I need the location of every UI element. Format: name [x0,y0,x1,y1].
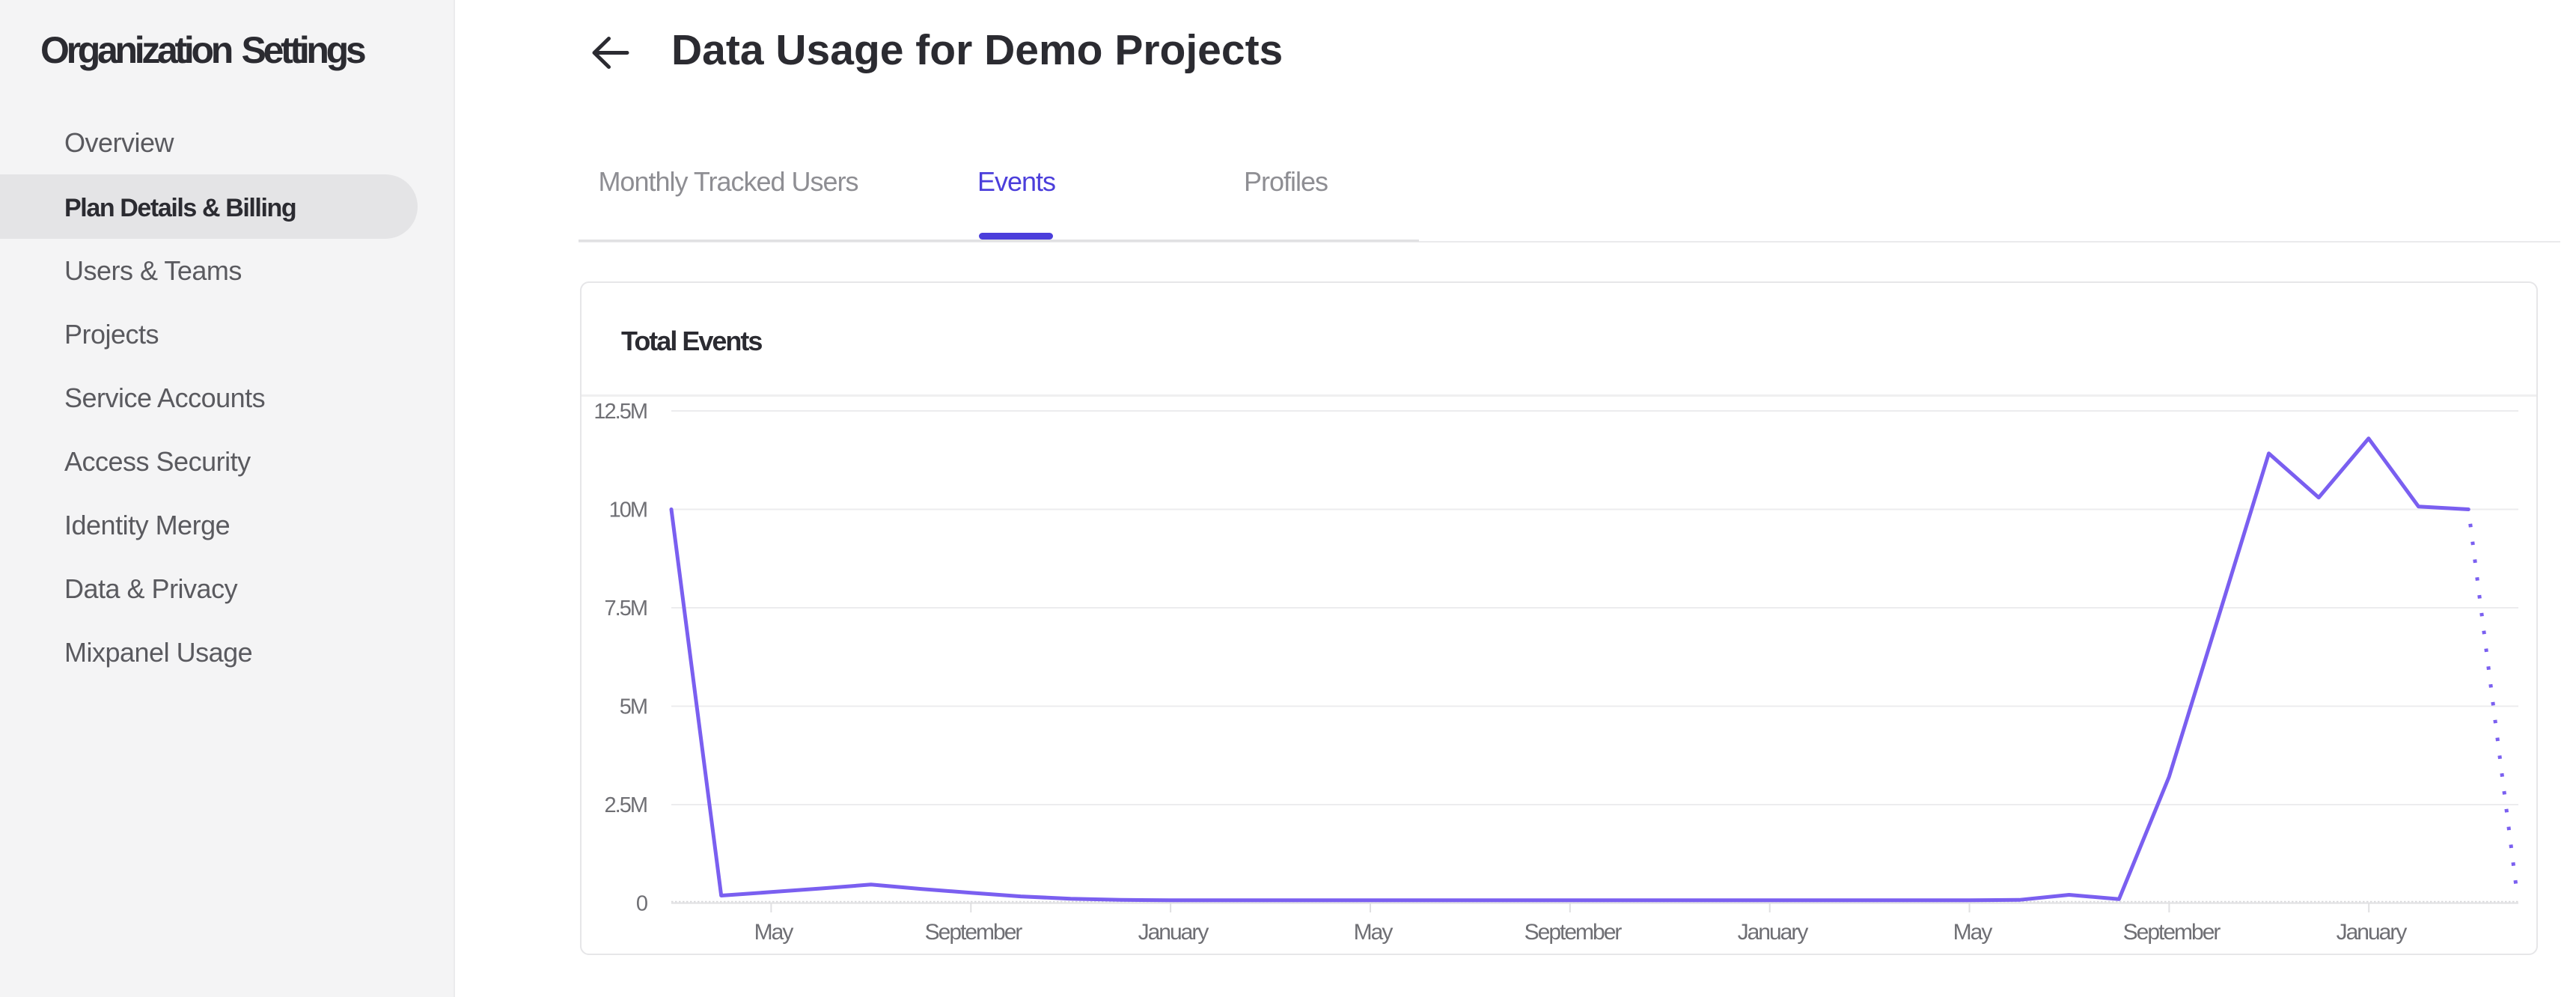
svg-text:January: January [1138,920,1209,945]
svg-text:September: September [1524,920,1623,945]
svg-text:January: January [1738,920,1809,945]
svg-text:September: September [2123,920,2221,945]
svg-text:May: May [754,920,794,945]
svg-text:2.5M: 2.5M [605,793,647,817]
svg-text:May: May [1953,920,1993,945]
svg-text:10M: 10M [609,498,647,522]
svg-text:September: September [925,920,1023,945]
svg-text:May: May [1354,920,1394,945]
svg-text:7.5M: 7.5M [605,597,647,621]
svg-text:0: 0 [636,892,647,916]
svg-text:12.5M: 12.5M [593,400,647,424]
svg-text:January: January [2337,920,2408,945]
svg-text:5M: 5M [620,695,647,719]
